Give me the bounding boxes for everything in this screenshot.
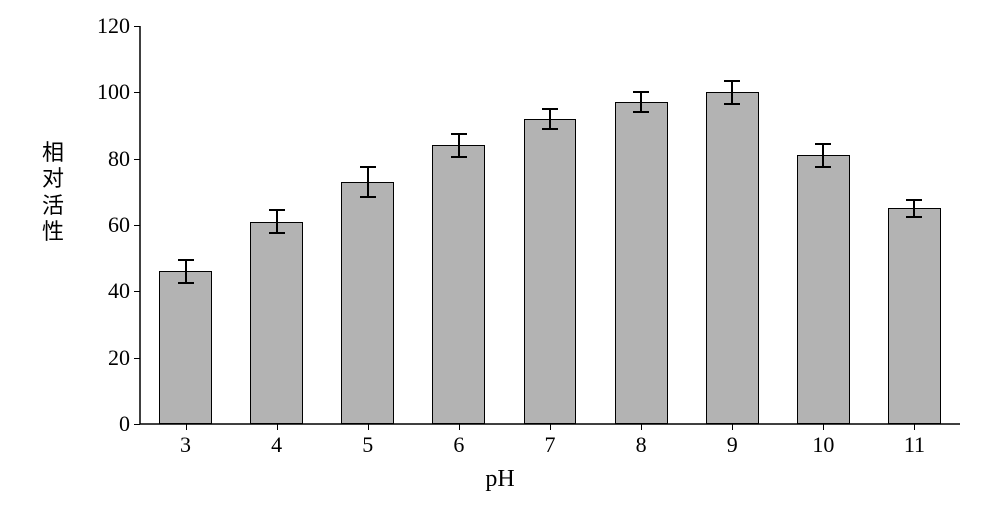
error-bar-cap bbox=[451, 156, 467, 158]
y-axis-label: 相对活性 bbox=[42, 140, 64, 246]
y-tick-label: 20 bbox=[108, 345, 130, 371]
error-bar-cap bbox=[542, 128, 558, 130]
error-bar-cap bbox=[178, 259, 194, 261]
y-tick-label: 120 bbox=[97, 13, 130, 39]
x-tick-label: 3 bbox=[180, 432, 191, 458]
error-bar-cap bbox=[269, 209, 285, 211]
x-tick bbox=[277, 424, 278, 430]
y-tick-label: 80 bbox=[108, 146, 130, 172]
error-bar-cap bbox=[815, 143, 831, 145]
bar bbox=[706, 92, 759, 424]
y-axis-label-char: 对 bbox=[42, 166, 64, 192]
x-tick-label: 9 bbox=[727, 432, 738, 458]
error-bar-line bbox=[731, 81, 733, 104]
error-bar-line bbox=[367, 167, 369, 197]
x-tick-label: 10 bbox=[812, 432, 834, 458]
x-axis-label: pH bbox=[0, 466, 1000, 493]
bar bbox=[250, 222, 303, 424]
error-bar-cap bbox=[724, 103, 740, 105]
x-tick bbox=[732, 424, 733, 430]
x-tick bbox=[186, 424, 187, 430]
error-bar-cap bbox=[724, 80, 740, 82]
error-bar-cap bbox=[360, 166, 376, 168]
error-bar-cap bbox=[542, 108, 558, 110]
error-bar-line bbox=[822, 144, 824, 167]
error-bar-cap bbox=[178, 282, 194, 284]
bar bbox=[888, 208, 941, 424]
error-bar-line bbox=[640, 92, 642, 112]
error-bar-line bbox=[185, 260, 187, 283]
error-bar-cap bbox=[633, 111, 649, 113]
x-tick bbox=[459, 424, 460, 430]
bar bbox=[341, 182, 394, 424]
bar-chart-figure: 0 20 40 60 80 100 120 3 4 5 6 7 8 9 10 11 相对活性 pH bbox=[0, 0, 1000, 506]
y-axis-label-char: 相 bbox=[42, 140, 64, 166]
y-tick-label: 0 bbox=[119, 411, 130, 437]
error-bar-cap bbox=[360, 196, 376, 198]
y-tick-label: 40 bbox=[108, 278, 130, 304]
y-tick bbox=[134, 225, 140, 226]
x-tick-label: 6 bbox=[453, 432, 464, 458]
x-tick bbox=[550, 424, 551, 430]
error-bar-cap bbox=[451, 133, 467, 135]
error-bar-line bbox=[549, 109, 551, 129]
x-tick-label: 8 bbox=[636, 432, 647, 458]
y-tick bbox=[134, 291, 140, 292]
x-tick-label: 4 bbox=[271, 432, 282, 458]
x-tick-label: 11 bbox=[904, 432, 925, 458]
bar bbox=[159, 271, 212, 424]
x-tick-label: 5 bbox=[362, 432, 373, 458]
error-bar-cap bbox=[633, 91, 649, 93]
y-tick bbox=[134, 424, 140, 425]
error-bar-line bbox=[276, 210, 278, 233]
axes-lines bbox=[0, 0, 1000, 506]
y-tick bbox=[134, 92, 140, 93]
bar bbox=[432, 145, 485, 424]
y-tick bbox=[134, 159, 140, 160]
error-bar-cap bbox=[269, 232, 285, 234]
y-tick bbox=[134, 358, 140, 359]
error-bar-cap bbox=[815, 166, 831, 168]
y-tick bbox=[134, 26, 140, 27]
error-bar-cap bbox=[906, 216, 922, 218]
bar bbox=[797, 155, 850, 424]
y-axis-label-char: 活 bbox=[42, 193, 64, 219]
y-tick-label: 60 bbox=[108, 212, 130, 238]
bar bbox=[524, 119, 577, 424]
error-bar-line bbox=[458, 134, 460, 157]
x-tick bbox=[368, 424, 369, 430]
x-tick-label: 7 bbox=[545, 432, 556, 458]
error-bar-cap bbox=[906, 199, 922, 201]
error-bar-line bbox=[913, 200, 915, 217]
bar bbox=[615, 102, 668, 424]
x-tick bbox=[641, 424, 642, 430]
x-tick bbox=[823, 424, 824, 430]
y-tick-label: 100 bbox=[97, 79, 130, 105]
x-tick bbox=[914, 424, 915, 430]
y-axis-label-char: 性 bbox=[42, 219, 64, 245]
